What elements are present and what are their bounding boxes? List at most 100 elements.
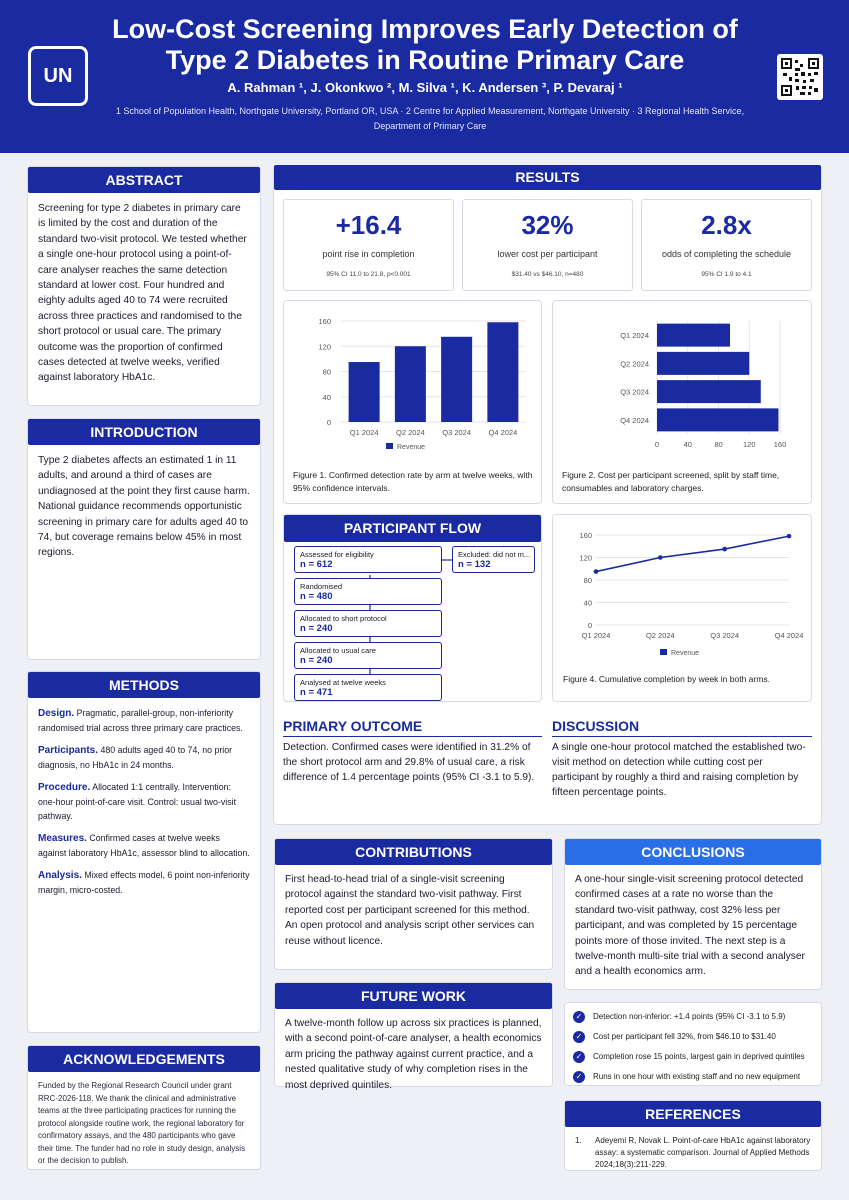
conclusions-heading: CONCLUSIONS: [565, 839, 821, 865]
figure-1-caption: Figure 1. Confirmed detection rate by ar…: [293, 470, 533, 493]
methods-item-text: Mixed effects model, 6 point non-inferio…: [38, 870, 250, 895]
methods-item-text: Pragmatic, parallel-group, non-inferiori…: [38, 708, 243, 733]
y-tick-label: 120: [579, 554, 592, 563]
methods-item-label: Procedure.: [38, 782, 91, 793]
bar: [657, 380, 761, 404]
y-tick-label: 80: [323, 368, 331, 377]
x-tick-label: 160: [774, 440, 787, 449]
university-logo: UN: [28, 46, 88, 106]
flow-box-label: Allocated to short protocol: [300, 614, 387, 623]
x-tick-label: Q1 2024: [350, 428, 379, 437]
reference-number: 1.: [575, 1136, 582, 1145]
x-tick-label: Q3 2024: [442, 428, 471, 437]
flow-box-label: Randomised: [300, 582, 343, 591]
y-tick-label: Q4 2024: [620, 416, 649, 425]
key-finding-item: ✓ Completion rose 15 points, largest gain…: [573, 1048, 821, 1065]
methods-item-label: Design.: [38, 708, 75, 719]
reference-text: Adeyemi R, Novak L. Point-of-care HbA1c …: [595, 1136, 811, 1169]
methods-item: Design. Pragmatic, parallel-group, non-i…: [28, 706, 260, 735]
x-tick-label: Q4 2024: [775, 631, 804, 640]
flow-box-count: n = 240: [300, 623, 333, 634]
references-section: REFERENCES 1. Adeyemi R, Novak L. Point-…: [564, 1100, 822, 1171]
x-tick-label: 40: [684, 440, 692, 449]
stat-value: 2.8x: [701, 210, 752, 240]
methods-item: Measures. Confirmed cases at twelve week…: [28, 831, 260, 860]
methods-item-label: Participants.: [38, 745, 99, 756]
y-tick-label: 40: [323, 393, 331, 402]
conclusions-text: A one-hour single-visit screening protoc…: [575, 874, 805, 978]
y-tick-label: Q3 2024: [620, 388, 649, 397]
y-tick-label: 160: [579, 531, 592, 540]
x-tick-label: Q3 2024: [710, 631, 739, 640]
flow-box-assessed: Assessed for eligibility n = 612: [294, 546, 442, 573]
key-finding-item: ✓ Cost per participant fell 32%, from $46…: [573, 1028, 821, 1045]
flow-box-randomised: Randomised n = 480: [294, 578, 442, 605]
bar: [657, 323, 731, 347]
x-tick-label: 80: [714, 440, 722, 449]
flow-box-count: n = 471: [300, 687, 333, 698]
qr-code-icon[interactable]: [777, 54, 823, 100]
introduction-section: INTRODUCTION Type 2 diabetes affects an …: [27, 418, 261, 660]
methods-item-label: Measures.: [38, 833, 87, 844]
participant-flow-heading: PARTICIPANT FLOW: [284, 515, 541, 542]
affiliations: 1 School of Population Health, Northgate…: [115, 106, 745, 131]
check-icon: ✓: [573, 1070, 585, 1083]
methods-list: Design. Pragmatic, parallel-group, non-i…: [28, 706, 260, 897]
flow-box-count: n = 612: [300, 559, 333, 570]
y-tick-label: Q1 2024: [620, 331, 649, 340]
flow-box-label: Allocated to usual care: [300, 646, 376, 655]
figure-1-chart: 0 40 80 120 160 Q1 2024 Q2 2024 Q3 2024 Q4 2024 R…: [318, 317, 526, 451]
key-finding-text: Cost per participant fell 32%, from $46.…: [593, 1031, 776, 1041]
legend-label: Revenue: [397, 444, 425, 451]
discussion-heading: DISCUSSION: [552, 718, 812, 737]
poster-title: Low-Cost Screening Improves Early Detect…: [112, 14, 738, 75]
conclusions-section: CONCLUSIONS A one-hour single-visit scre…: [564, 838, 822, 990]
methods-item: Analysis. Mixed effects model, 6 point n…: [28, 868, 260, 897]
contributions-section: CONTRIBUTIONS First head-to-head trial o…: [274, 838, 553, 970]
stat-card: 32% lower cost per participant $31.40 vs…: [462, 199, 633, 291]
stat-value: 32%: [521, 210, 574, 240]
figure-2-caption: Figure 2. Cost per participant screened,…: [562, 470, 780, 493]
flow-box-usual-care: Allocated to usual care n = 240: [294, 642, 442, 669]
x-tick-label: 0: [655, 440, 659, 449]
key-findings-list: ✓ Detection non-inferior: +1.4 points (95…: [564, 1002, 822, 1086]
contributions-text: First head-to-head trial of a single-vis…: [285, 874, 535, 947]
acknowledgements-section: ACKNOWLEDGEMENTS Funded by the Regional …: [27, 1045, 261, 1170]
flow-box-label: Analysed at twelve weeks: [300, 678, 386, 687]
x-tick-label: Q4 2024: [488, 428, 517, 437]
key-finding-text: Completion rose 15 points, largest gain …: [593, 1051, 805, 1061]
check-icon: ✓: [573, 1050, 585, 1063]
data-point: [722, 546, 727, 552]
key-finding-item: ✓ Detection non-inferior: +1.4 points (95…: [573, 1008, 821, 1025]
flow-box-count: n = 132: [458, 559, 491, 570]
methods-section: METHODS Design. Pragmatic, parallel-grou…: [27, 671, 261, 1033]
x-tick-label: 120: [743, 440, 756, 449]
authors: A. Rahman ¹, J. Okonkwo ², M. Silva ¹, K…: [227, 80, 623, 95]
reference-item: 1. Adeyemi R, Novak L. Point-of-care HbA…: [565, 1127, 821, 1171]
figure-2-chart: 0 40 80 120 160 Q1 2024 Q2 2024 Q3 2024 Q4 2024: [620, 321, 787, 449]
abstract-heading: ABSTRACT: [28, 167, 260, 193]
figure-1-panel: 0 40 80 120 160 Q1 2024 Q2 2024 Q3 2024 Q4 2024 R…: [283, 300, 542, 504]
stat-label: point rise in completion: [322, 249, 415, 259]
figure-4-panel: 0 40 80 120 160 Q1 2024 Q2 2024 Q3 2024 Q4 2024 R…: [552, 514, 812, 702]
y-tick-label: 40: [584, 599, 592, 608]
acknowledgements-text: Funded by the Regional Research Council …: [38, 1081, 246, 1165]
abstract-section: ABSTRACT Screening for type 2 diabetes i…: [27, 166, 261, 406]
methods-item-text: Allocated 1:1 centrally. Intervention: o…: [38, 782, 237, 821]
figure-2-panel: 0 40 80 120 160 Q1 2024 Q2 2024 Q3 2024 Q4 2024 …: [552, 300, 812, 504]
methods-item-text: Confirmed cases at twelve weeks against …: [38, 833, 250, 858]
bar: [657, 408, 779, 432]
figure-4-chart: 0 40 80 120 160 Q1 2024 Q2 2024 Q3 2024 Q4 2024 R…: [579, 531, 804, 657]
stat-note: 95% CI 11.0 to 21.8, p<0.001: [326, 271, 411, 278]
stat-card: +16.4 point rise in completion 95% CI 11…: [283, 199, 454, 291]
series-line: [595, 535, 790, 573]
bar: [394, 346, 426, 422]
flow-box-analysed: Analysed at twelve weeks n = 471: [294, 674, 442, 701]
stat-note: $31.40 vs $46.10, n=480: [511, 271, 584, 278]
figure-4-caption: Figure 4. Cumulative completion by week …: [563, 674, 770, 684]
key-finding-item: ✓ Runs in one hour with existing staff an…: [573, 1068, 821, 1085]
data-point: [593, 569, 599, 574]
future-work-text: A twelve-month follow up across six prac…: [285, 1018, 542, 1091]
y-tick-label: 0: [588, 621, 592, 630]
methods-item: Participants. 480 adults aged 40 to 74, …: [28, 743, 260, 772]
